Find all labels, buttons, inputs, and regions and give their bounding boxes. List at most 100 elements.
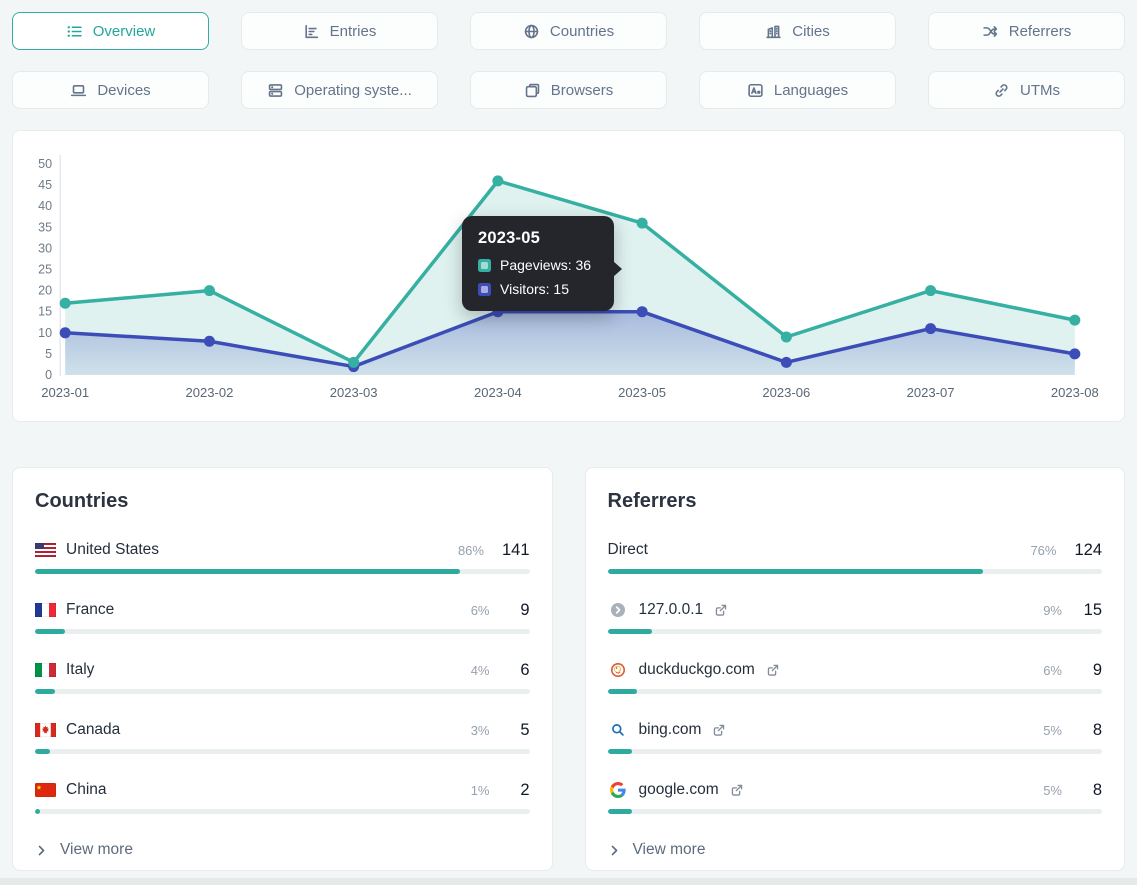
tab-label: Overview: [92, 22, 156, 40]
tab-referrers[interactable]: Referrers: [928, 12, 1125, 50]
row-stats: 3% 5: [471, 721, 530, 740]
row-count: 9: [1092, 660, 1102, 679]
referrers-list: Direct 76% 124 127.0.0.1 9% 15 duckduckgo.com 6…: [607, 539, 1102, 814]
progress-fill: [607, 689, 638, 694]
flag-cn: [35, 783, 56, 797]
progress-fill: [35, 569, 461, 574]
countries-view-more-button[interactable]: View more: [35, 839, 133, 861]
row-percent: 5%: [1043, 722, 1062, 738]
list-item[interactable]: google.com 5% 8: [607, 779, 1102, 814]
row-label: duckduckgo.com: [608, 661, 780, 679]
visitors-point[interactable]: [780, 356, 792, 368]
bing-favicon: [608, 722, 629, 738]
x-tick-label: 2023-07: [907, 385, 955, 400]
progress-fill: [35, 809, 40, 814]
pageviews-point[interactable]: [1069, 314, 1081, 326]
shuffle-icon: [982, 23, 999, 40]
progress-fill: [607, 569, 984, 574]
visitors-point[interactable]: [59, 327, 71, 339]
breakdown-panels: Countries United States 86% 141 France 6% 9 It…: [12, 467, 1125, 871]
panel-title: Referrers: [607, 490, 697, 512]
progress-track: [607, 689, 1102, 694]
external-link-icon[interactable]: [714, 603, 728, 617]
row-stats: 5% 8: [1043, 781, 1102, 800]
buildings-icon: [765, 23, 782, 40]
external-link-icon[interactable]: [730, 783, 744, 797]
google-favicon: [608, 782, 629, 798]
tab-browsers[interactable]: Browsers: [470, 71, 667, 109]
tab-label: Entries: [329, 22, 377, 40]
row-stats: 6% 9: [471, 601, 530, 620]
row-label: Direct: [608, 541, 648, 559]
y-tick-label: 5: [45, 347, 52, 361]
stat-line: Canada 3% 5: [35, 719, 530, 741]
tab-label: UTMs: [1020, 81, 1060, 99]
tab-cities[interactable]: Cities: [699, 12, 896, 50]
list-item[interactable]: duckduckgo.com 6% 9: [607, 659, 1102, 694]
tab-languages[interactable]: Languages: [699, 71, 896, 109]
tab-countries[interactable]: Countries: [470, 12, 667, 50]
pageviews-point[interactable]: [925, 285, 937, 297]
visitors-point[interactable]: [203, 335, 215, 347]
list-item[interactable]: Direct 76% 124: [607, 539, 1102, 574]
visitors-point[interactable]: [1069, 348, 1081, 360]
pageviews-point[interactable]: [348, 356, 360, 368]
x-tick-label: 2023-05: [618, 385, 666, 400]
tab-overview[interactable]: Overview: [12, 12, 209, 50]
referrers-view-more-button[interactable]: View more: [608, 839, 705, 861]
list-item[interactable]: France 6% 9: [35, 599, 530, 634]
row-percent: 76%: [1030, 542, 1057, 558]
filter-tab-row-1: Overview Entries Countries Cities Referrers: [12, 12, 1125, 50]
pageviews-point[interactable]: [492, 175, 504, 187]
tab-devices[interactable]: Devices: [12, 71, 209, 109]
visitors-point[interactable]: [925, 323, 937, 335]
tab-utms[interactable]: UTMs: [928, 71, 1125, 109]
pageviews-point[interactable]: [780, 331, 792, 343]
row-stats: 1% 2: [471, 781, 530, 800]
external-link-icon[interactable]: [766, 663, 780, 677]
referrers-panel: Referrers Direct 76% 124 127.0.0.1 9% 15 duckd…: [584, 467, 1125, 871]
row-label: google.com: [608, 781, 744, 799]
pageviews-point[interactable]: [636, 217, 648, 229]
row-count: 8: [1092, 780, 1102, 799]
countries-list: United States 86% 141 France 6% 9 Italy 4% 6 Cana…: [35, 539, 530, 814]
list-item[interactable]: United States 86% 141: [35, 539, 530, 574]
tab-entries[interactable]: Entries: [241, 12, 438, 50]
x-tick-label: 2023-03: [330, 385, 378, 400]
chart-tooltip: 2023-05 Pageviews: 36 Visitors: 15: [462, 216, 622, 311]
pageviews-point[interactable]: [59, 297, 71, 309]
list-item[interactable]: Canada 3% 5: [35, 719, 530, 754]
stat-line: Italy 4% 6: [35, 659, 530, 681]
y-tick-label: 20: [38, 284, 52, 298]
pageviews-line: [63, 179, 1077, 365]
tooltip-series-value: Visitors: 15: [500, 281, 569, 297]
progress-track: [35, 689, 530, 694]
y-tick-label: 10: [38, 326, 52, 340]
row-stats: 86% 141: [458, 541, 530, 560]
stat-line: 127.0.0.1 9% 15: [608, 599, 1102, 621]
row-name: China: [66, 781, 107, 798]
list-item[interactable]: bing.com 5% 8: [607, 719, 1102, 754]
stat-line: google.com 5% 8: [608, 779, 1102, 801]
progress-track: [35, 569, 530, 574]
pageviews-point[interactable]: [203, 285, 215, 297]
external-link-icon[interactable]: [712, 723, 726, 737]
tab-operating-systems[interactable]: Operating syste...: [241, 71, 438, 109]
row-label: France: [35, 601, 114, 619]
visitors-point[interactable]: [636, 306, 648, 318]
progress-fill: [35, 629, 65, 634]
progress-track: [607, 809, 1102, 814]
list-item[interactable]: China 1% 2: [35, 779, 530, 814]
y-tick-label: 45: [38, 178, 52, 192]
list-item[interactable]: Italy 4% 6: [35, 659, 530, 694]
row-name: bing.com: [638, 721, 702, 738]
y-tick-label: 15: [38, 305, 52, 319]
row-percent: 9%: [1043, 602, 1062, 618]
progress-track: [607, 749, 1102, 754]
globe-icon: [523, 23, 540, 40]
tooltip-series-value: Pageviews: 36: [500, 257, 592, 273]
tab-label: Operating syste...: [294, 81, 412, 99]
list-item[interactable]: 127.0.0.1 9% 15: [607, 599, 1102, 634]
row-stats: 6% 9: [1043, 661, 1102, 680]
x-tick-label: 2023-01: [41, 385, 89, 400]
